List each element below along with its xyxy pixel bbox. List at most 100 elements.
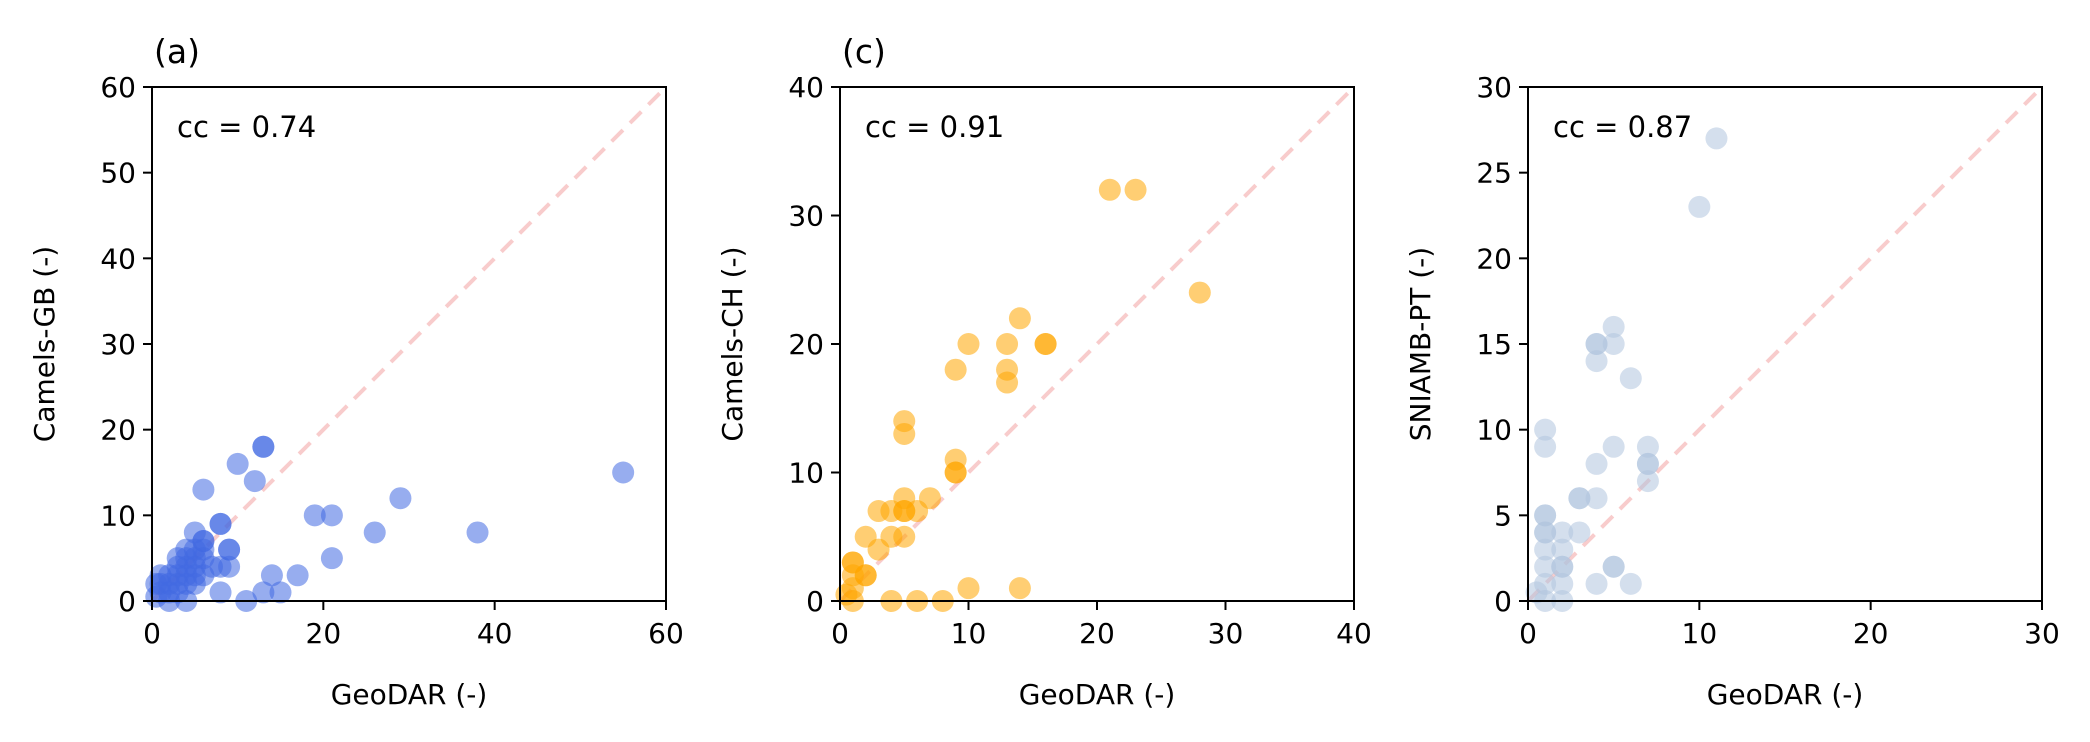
- y-tick-label: 10: [100, 499, 136, 532]
- data-point: [1008, 577, 1031, 600]
- y-tick-label: 20: [788, 328, 824, 361]
- y-tick-label: 0: [118, 585, 136, 618]
- data-point: [183, 521, 206, 544]
- y-axis-label: SNIAMB-PT (-): [1404, 247, 1437, 441]
- data-point: [226, 452, 249, 475]
- data-point: [320, 504, 343, 527]
- data-point: [1602, 435, 1625, 458]
- data-point: [1688, 195, 1711, 218]
- data-point: [252, 435, 275, 458]
- x-tick-label: 60: [648, 617, 684, 650]
- data-point: [303, 504, 326, 527]
- data-point: [1568, 487, 1591, 510]
- data-point: [209, 512, 232, 535]
- x-tick-label: 30: [1208, 617, 1244, 650]
- data-point: [1585, 333, 1608, 355]
- y-tick-label: 15: [1476, 328, 1512, 361]
- data-point: [957, 333, 980, 355]
- data-point: [1568, 521, 1591, 544]
- y-tick-label: 30: [788, 200, 824, 233]
- data-point: [466, 521, 489, 544]
- y-tick-label: 40: [788, 71, 824, 104]
- x-tick-label: 0: [831, 617, 849, 650]
- y-tick-label: 50: [100, 157, 136, 190]
- y-tick-label: 0: [806, 585, 824, 618]
- y-tick-label: 0: [1494, 585, 1512, 618]
- data-point: [944, 358, 967, 381]
- reference-line: [838, 85, 1356, 603]
- data-point: [1551, 555, 1574, 578]
- data-point: [1551, 572, 1574, 595]
- y-tick-label: 10: [1476, 414, 1512, 447]
- data-point: [893, 422, 916, 445]
- x-axis-label: GeoDAR (-): [1707, 678, 1864, 711]
- data-point: [996, 333, 1019, 355]
- panel-3: 0 10 20 30 0 5 10 15 20 25 30 GeoDAR (-) SNIAMB-PT (…: [1404, 71, 2060, 711]
- data-point: [1602, 333, 1625, 355]
- data-point: [1585, 452, 1608, 475]
- data-point: [1534, 521, 1557, 544]
- data-point: [867, 538, 890, 561]
- data-point: [1525, 581, 1548, 604]
- x-tick-label: 30: [2024, 617, 2060, 650]
- data-point: [1551, 538, 1574, 561]
- reference-line: [1526, 85, 2044, 603]
- data-point: [1188, 281, 1211, 304]
- data-point: [1705, 127, 1728, 150]
- data-point: [1636, 452, 1659, 475]
- data-point: [1619, 572, 1642, 595]
- x-axis-label: GeoDAR (-): [1019, 678, 1176, 711]
- data-point: [1636, 435, 1659, 458]
- data-point: [363, 521, 386, 544]
- data-point: [1534, 418, 1557, 441]
- data-point: [1585, 350, 1608, 373]
- y-tick-label: 30: [1476, 71, 1512, 104]
- data-point: [612, 461, 635, 484]
- x-tick-label: 0: [143, 617, 161, 650]
- data-point: [1008, 307, 1031, 330]
- y-tick-label: 25: [1476, 157, 1512, 190]
- correlation-annotation: cc = 0.87: [1553, 110, 1692, 144]
- x-tick-label: 40: [477, 617, 513, 650]
- y-axis-label: Camels-CH (-): [716, 246, 749, 441]
- x-tick-label: 20: [1853, 617, 1889, 650]
- data-point: [1534, 435, 1557, 458]
- data-point: [880, 500, 903, 523]
- panel-1: 0 20 40 60 0 10 20 30 40 50 60 GeoDAR (-) Camels-GB …: [28, 32, 684, 711]
- data-point: [269, 581, 292, 604]
- y-tick-label: 20: [100, 414, 136, 447]
- data-point: [243, 470, 266, 493]
- data-point: [252, 581, 275, 604]
- data-point: [209, 581, 232, 604]
- y-tick-label: 30: [100, 328, 136, 361]
- data-point: [218, 538, 241, 561]
- y-tick-label: 40: [100, 242, 136, 275]
- data-point: [1602, 315, 1625, 338]
- x-tick-label: 40: [1336, 617, 1372, 650]
- data-point: [1585, 487, 1608, 510]
- data-point: [1098, 178, 1121, 201]
- data-point: [1636, 470, 1659, 493]
- y-tick-label: 60: [100, 71, 136, 104]
- x-tick-label: 20: [306, 617, 342, 650]
- data-point: [1602, 555, 1625, 578]
- data-point: [957, 577, 980, 600]
- x-tick-label: 20: [1079, 617, 1115, 650]
- data-point: [1619, 367, 1642, 390]
- x-tick-label: 10: [1682, 617, 1718, 650]
- x-axis-label: GeoDAR (-): [331, 678, 488, 711]
- correlation-annotation: cc = 0.91: [865, 110, 1004, 144]
- data-point: [1551, 521, 1574, 544]
- data-point: [1534, 504, 1557, 527]
- correlation-annotation: cc = 0.74: [177, 110, 316, 144]
- reference-line: [150, 85, 668, 603]
- y-tick-label: 20: [1476, 242, 1512, 275]
- data-point: [996, 371, 1019, 394]
- y-tick-label: 10: [788, 457, 824, 490]
- data-point: [286, 564, 309, 587]
- y-axis-label: Camels-GB (-): [28, 246, 61, 442]
- data-point: [1124, 178, 1147, 201]
- data-point: [1534, 555, 1557, 578]
- data-point: [389, 487, 412, 510]
